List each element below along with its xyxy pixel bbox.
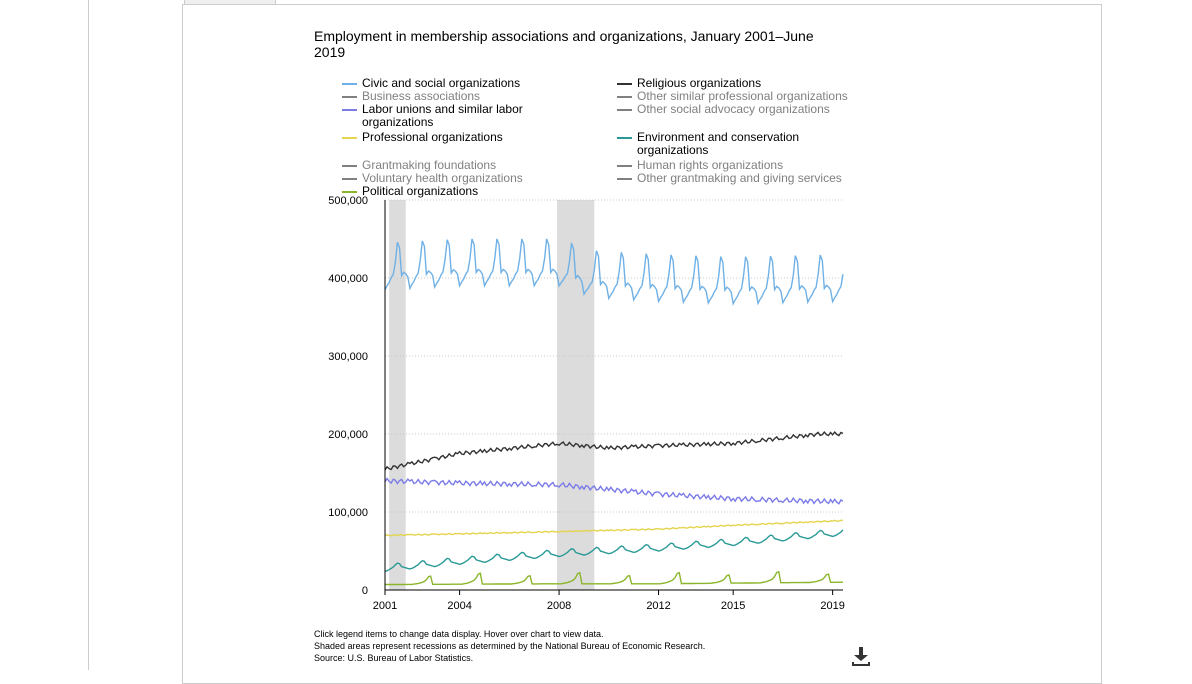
- chart-note-recessions: Shaded areas represent recessions as det…: [314, 641, 706, 651]
- legend-swatch: [342, 178, 357, 180]
- legend-label: Business associations: [362, 89, 481, 103]
- chart-axes: 500,000 400,000 300,000 200,000 100,000 0 2001…: [328, 195, 845, 612]
- legend-swatch: [617, 96, 632, 98]
- chart-gridlines: [385, 199, 843, 513]
- series-line-religious-organizations[interactable]: [384, 430, 844, 471]
- series-line-environment-and-conservation-organizations[interactable]: [384, 529, 844, 572]
- chart-notes: Click legend items to change data displa…: [314, 628, 705, 664]
- series-line-labor-unions-and-similar-labor-organizations[interactable]: [384, 477, 844, 505]
- x-tick-label: 2004: [447, 600, 471, 612]
- legend-swatch: [617, 165, 632, 167]
- legend-label: Environment and conservation organizatio…: [637, 130, 800, 157]
- tab-stub[interactable]: [184, 0, 276, 5]
- legend-label: Political organizations: [362, 184, 479, 198]
- legend-swatch: [342, 137, 357, 139]
- x-tick-label: 2001: [373, 600, 397, 612]
- legend-label: Religious organizations: [637, 76, 762, 90]
- legend-swatch: [617, 83, 632, 85]
- legend-label: Professional organizations: [362, 130, 503, 144]
- legend-swatch: [342, 165, 357, 167]
- chart-series[interactable]: [384, 238, 844, 586]
- legend-swatch: [617, 109, 632, 111]
- recession-band: [557, 200, 595, 590]
- legend-label: Grantmaking foundations: [362, 158, 497, 172]
- legend-label: Human rights organizations: [637, 158, 784, 172]
- legend-swatch: [342, 83, 357, 85]
- download-icon[interactable]: [851, 645, 871, 667]
- legend-swatch: [342, 109, 357, 111]
- series-line-civic-and-social-organizations[interactable]: [384, 238, 844, 306]
- x-tick-label: 2015: [721, 600, 745, 612]
- legend-label: Other similar professional organizations: [637, 89, 848, 103]
- y-tick-label: 100,000: [328, 507, 368, 519]
- recession-band: [389, 200, 406, 590]
- chart-note-source: Source: U.S. Bureau of Labor Statistics.: [314, 653, 474, 663]
- y-tick-label: 300,000: [328, 351, 368, 363]
- recession-shading: [389, 200, 595, 590]
- chart-note-interaction: Click legend items to change data displa…: [314, 629, 604, 639]
- y-tick-label: 200,000: [328, 429, 368, 441]
- x-tick-label: 2008: [547, 600, 571, 612]
- x-tick-label: 2012: [646, 600, 670, 612]
- legend-swatch: [617, 137, 632, 139]
- series-line-professional-organizations[interactable]: [384, 519, 844, 537]
- legend-label: Civic and social organizations: [362, 76, 521, 90]
- legend-swatch: [617, 178, 632, 180]
- series-line-political-organizations[interactable]: [385, 570, 843, 586]
- y-tick-label: 0: [362, 585, 368, 597]
- legend-label: Other social advocacy organizations: [637, 102, 830, 116]
- legend-label: Labor unions and similar labor organizat…: [362, 102, 523, 129]
- legend-swatch: [342, 191, 357, 193]
- legend-label: Other grantmaking and giving services: [637, 171, 842, 185]
- legend-label: Voluntary health organizations: [362, 171, 523, 185]
- chart-title: Employment in membership associations an…: [314, 28, 814, 60]
- legend-swatch: [342, 96, 357, 98]
- x-tick-label: 2019: [820, 600, 844, 612]
- line-chart[interactable]: 500,000 400,000 300,000 200,000 100,000 0 2001…: [0, 0, 1192, 670]
- page-border: [88, 0, 89, 670]
- y-tick-label: 500,000: [328, 195, 368, 207]
- y-tick-label: 400,000: [328, 273, 368, 285]
